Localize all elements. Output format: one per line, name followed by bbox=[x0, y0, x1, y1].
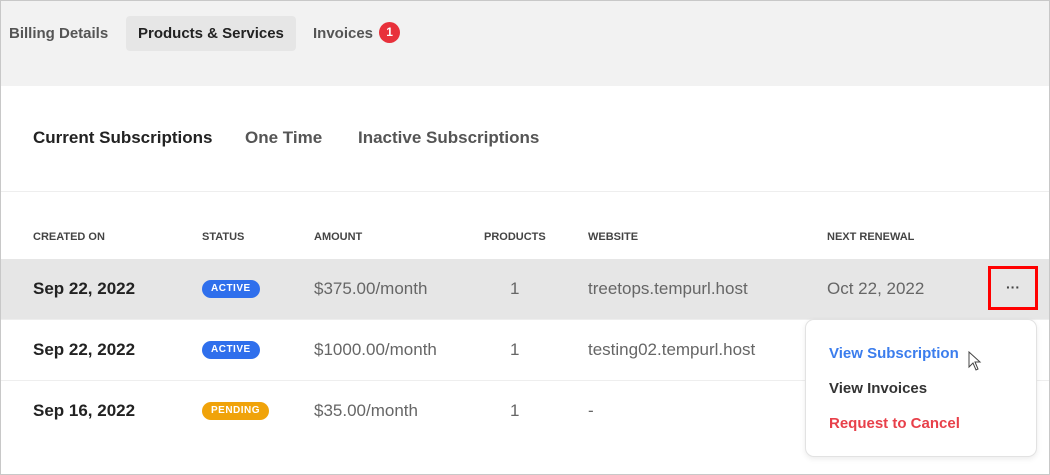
tab-billing-details[interactable]: Billing Details bbox=[9, 25, 109, 42]
header-next-renewal: NEXT RENEWAL bbox=[827, 231, 915, 243]
tab-invoices[interactable]: Invoices 1 bbox=[301, 16, 412, 51]
status-badge: PENDING bbox=[202, 402, 270, 420]
menu-item-view-invoices[interactable]: View Invoices bbox=[829, 380, 928, 397]
table-row[interactable]: Sep 22, 2022 ACTIVE $375.00/month 1 tree… bbox=[1, 259, 1049, 320]
amount: $375.00/month bbox=[314, 279, 428, 298]
invoices-count-badge: 1 bbox=[379, 22, 401, 44]
products-count: 1 bbox=[510, 401, 520, 420]
created-on: Sep 22, 2022 bbox=[33, 279, 136, 298]
actions-menu: View Subscription View Invoices Request … bbox=[805, 319, 1037, 457]
table-row[interactable]: Sep 16, 2022 PENDING $35.00/month 1 - bbox=[1, 381, 1049, 442]
products-count: 1 bbox=[510, 279, 520, 298]
menu-item-view-subscription[interactable]: View Subscription bbox=[829, 345, 959, 362]
header-products: PRODUCTS bbox=[484, 231, 546, 243]
tab-invoices-label: Invoices bbox=[313, 25, 374, 42]
header-amount: AMOUNT bbox=[314, 231, 363, 243]
header-created-on: CREATED ON bbox=[33, 231, 105, 243]
header-website: WEBSITE bbox=[588, 231, 639, 243]
website: treetops.tempurl.host bbox=[588, 279, 748, 298]
status-badge: ACTIVE bbox=[202, 341, 260, 359]
divider bbox=[1, 191, 1049, 192]
menu-item-request-to-cancel[interactable]: Request to Cancel bbox=[829, 415, 960, 432]
website: - bbox=[588, 401, 594, 420]
status-badge: ACTIVE bbox=[202, 280, 260, 298]
website: testing02.tempurl.host bbox=[588, 340, 756, 359]
tab-products-services[interactable]: Products & Services bbox=[126, 16, 296, 51]
header-status: STATUS bbox=[202, 231, 245, 243]
subtab-one-time[interactable]: One Time bbox=[245, 128, 323, 147]
more-actions-button[interactable]: ··· bbox=[988, 266, 1038, 310]
amount: $35.00/month bbox=[314, 401, 418, 420]
created-on: Sep 16, 2022 bbox=[33, 401, 136, 420]
subtab-inactive-subscriptions[interactable]: Inactive Subscriptions bbox=[358, 128, 540, 147]
amount: $1000.00/month bbox=[314, 340, 437, 359]
mouse-cursor-icon bbox=[968, 351, 982, 371]
created-on: Sep 22, 2022 bbox=[33, 340, 136, 359]
subtab-current-subscriptions[interactable]: Current Subscriptions bbox=[33, 128, 213, 147]
products-count: 1 bbox=[510, 340, 520, 359]
table-row[interactable]: Sep 22, 2022 ACTIVE $1000.00/month 1 tes… bbox=[1, 320, 1049, 381]
next-renewal: Oct 22, 2022 bbox=[827, 279, 925, 298]
